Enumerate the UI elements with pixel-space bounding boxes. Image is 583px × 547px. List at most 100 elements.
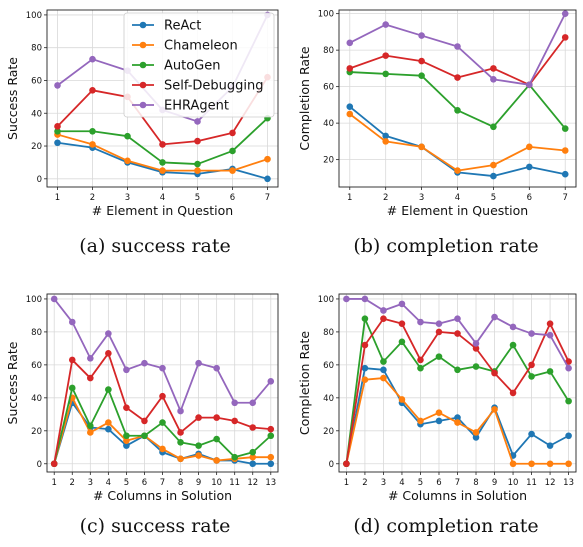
y-tick-label: 40 [323,394,334,404]
data-point-autogen [382,70,389,78]
x-tick-label: 6 [142,478,147,488]
plot-frame [338,293,577,473]
data-point-react [526,163,533,171]
legend-label: Self-Debugging [164,79,264,94]
data-point-ehragent [50,295,58,303]
data-point-autogen [229,147,236,155]
x-tick-label: 2 [70,478,75,488]
data-point-react [361,364,369,372]
legend-box [123,12,275,118]
y-tick-label: 80 [323,46,334,56]
data-point-autogen [546,368,554,375]
data-point-react [380,366,387,374]
data-point-chameleon [194,167,201,174]
data-point-autogen [89,127,96,135]
data-point-autogen [231,453,238,461]
y-tick-label: 0 [329,460,334,470]
data-point-ehragent [213,364,220,372]
data-point-autogen [509,341,517,349]
y-tick-label: 0 [37,460,42,470]
y-tick-label: 100 [318,10,334,20]
x-tick-label: 7 [265,193,270,203]
y-tick-label: 60 [323,83,334,93]
x-tick-label: 3 [381,478,386,488]
data-point-ehragent [249,399,257,407]
data-point-autogen [213,435,220,443]
data-point-autogen [159,159,166,166]
data-point-self-debugging [454,330,461,337]
data-point-autogen [141,432,148,440]
data-point-ehragent [509,323,517,331]
data-point-chameleon [472,429,480,436]
data-point-self-debugging [87,374,94,382]
y-tick-label: 0 [37,175,42,185]
data-point-react [528,430,535,438]
x-tick-label: 1 [347,193,352,203]
data-point-chameleon [123,437,130,444]
data-point-self-debugging [454,74,461,81]
x-axis-label: # Columns in Solution [388,488,527,503]
x-tick-label: 7 [160,478,165,488]
data-point-self-debugging [177,429,184,436]
data-point-ehragent [68,318,76,326]
data-point-self-debugging [50,460,58,468]
data-point-self-debugging [435,328,443,336]
legend-marker [139,101,147,109]
data-point-react [105,425,112,433]
x-tick-label: 13 [563,478,574,488]
data-point-ehragent [546,331,554,339]
data-point-ehragent [491,313,498,321]
data-point-chameleon [361,376,369,384]
x-tick-label: 6 [527,193,532,203]
data-point-ehragent [343,295,350,303]
y-tick-label: 80 [323,328,334,338]
data-point-ehragent [528,330,535,337]
data-point-autogen [454,107,461,114]
data-point-react [267,460,275,468]
data-point-chameleon [89,141,96,148]
x-tick-label: 12 [545,478,556,488]
data-point-self-debugging [54,123,61,130]
data-point-self-debugging [418,57,425,65]
data-point-self-debugging [194,137,201,145]
data-point-chameleon [546,460,554,468]
data-point-chameleon [418,143,425,151]
y-tick-label: 60 [31,361,42,371]
x-tick-label: 9 [492,478,497,488]
y-tick-label: 80 [31,328,42,338]
plot-frame [338,9,577,188]
panel-caption: (b) completion rate [353,235,538,257]
x-tick-label: 11 [229,478,240,488]
data-point-chameleon [264,155,271,163]
y-tick-label: 100 [26,295,42,305]
data-point-self-debugging [417,356,424,364]
data-point-ehragent [472,340,480,347]
data-point-self-debugging [213,414,220,421]
data-point-self-debugging [267,425,275,433]
data-point-ehragent [382,21,389,28]
legend-marker [139,41,147,49]
data-point-autogen [418,72,425,79]
y-tick-label: 100 [26,11,42,21]
x-tick-label: 4 [455,193,460,203]
data-point-autogen [398,338,406,346]
y-tick-label: 40 [31,394,42,404]
data-point-autogen [249,448,257,456]
x-tick-label: 13 [265,478,276,488]
panel-caption: (a) success rate [79,235,231,257]
data-point-self-debugging [123,404,130,412]
x-tick-label: 3 [88,478,93,488]
x-tick-label: 2 [362,478,367,488]
data-point-self-debugging [398,320,406,327]
data-point-react [472,434,480,441]
data-point-self-debugging [89,87,96,94]
data-point-chameleon [124,157,131,165]
y-tick-label: 20 [31,427,42,437]
data-point-autogen [105,386,112,393]
y-tick-label: 80 [31,44,42,54]
data-point-chameleon [229,167,236,174]
data-point-ehragent [177,407,184,415]
x-tick-label: 5 [418,478,423,488]
data-point-react [565,432,572,440]
